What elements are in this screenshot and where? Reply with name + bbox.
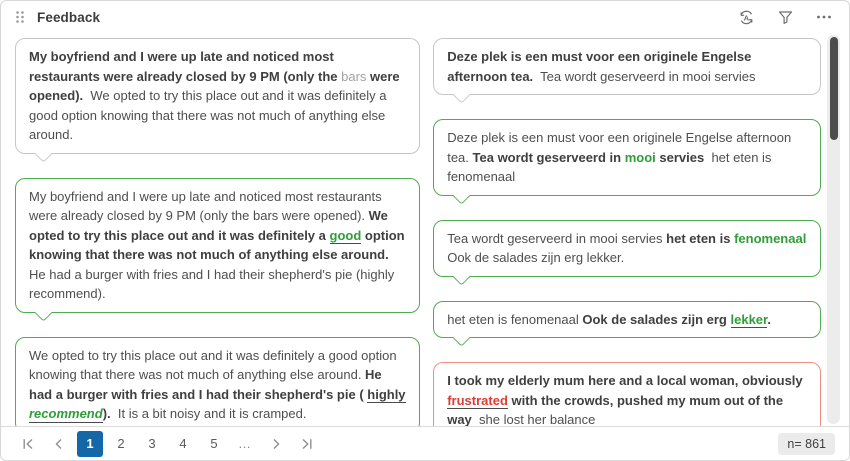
result-count-badge: n= 861 <box>778 432 835 455</box>
feedback-content: My boyfriend and I were up late and noti… <box>1 33 849 426</box>
text-segment: frustrated <box>447 392 508 409</box>
text-segment: Tea wordt geserveerd in mooi servies <box>447 230 667 246</box>
text-segment: It is a bit noisy and it is cramped. <box>110 406 307 421</box>
page-button-4[interactable]: 4 <box>170 431 196 457</box>
feedback-card[interactable]: We opted to try this place out and it wa… <box>15 336 421 426</box>
page-button-5[interactable]: 5 <box>201 431 227 457</box>
page-button-3[interactable]: 3 <box>139 431 165 457</box>
pagination-bar: 1 2 3 4 5… n= 861 <box>1 426 849 460</box>
text-segment: We opted to try this place out and it wa… <box>29 347 397 383</box>
text-segment: He had a burger with fries and I had the… <box>29 247 395 302</box>
text-segment: servies <box>655 149 705 165</box>
last-page-button[interactable] <box>294 431 320 457</box>
text-segment: Ook de salades zijn erg lekker. <box>447 250 625 265</box>
text-segment: were opened). <box>29 68 400 104</box>
first-page-icon <box>23 438 33 449</box>
text-segment: Deze plek is een must voor een originele… <box>447 130 792 165</box>
drag-handle-icon[interactable] <box>15 10 27 24</box>
feedback-card[interactable]: Deze plek is een must voor een originele… <box>433 119 821 196</box>
text-segment: Ook de salades zijn erg <box>582 311 731 327</box>
text-segment: with the crowds, pushed my mum out of th… <box>447 392 784 427</box>
scrollbar-track[interactable] <box>827 35 840 424</box>
text-segment: Tea wordt geserveerd in mooi servies <box>533 68 756 84</box>
text-segment: He had a burger with fries and I had the… <box>29 367 382 402</box>
page-button-1[interactable]: 1 <box>77 430 103 457</box>
text-segment: het eten is fenomenaal <box>447 311 583 327</box>
last-page-icon <box>302 438 312 449</box>
feedback-column-left: My boyfriend and I were up late and noti… <box>15 38 421 426</box>
feedback-card[interactable]: het eten is fenomenaal Ook de salades zi… <box>433 300 821 338</box>
first-page-button[interactable] <box>15 431 41 457</box>
svg-text:A: A <box>743 13 749 22</box>
text-segment: het eten is fenomenaal <box>447 149 772 185</box>
text-segment: We opted to try this place out and it wa… <box>29 88 387 142</box>
text-segment: recommend <box>29 406 103 423</box>
chevron-right-icon <box>273 438 280 449</box>
text-segment: fenomenaal <box>734 230 807 246</box>
feedback-card[interactable]: Tea wordt geserveerd in mooi servies het… <box>433 219 821 277</box>
widget-title: Feedback <box>37 9 101 25</box>
text-segment: good <box>329 227 362 244</box>
text-segment: het eten is <box>666 230 735 246</box>
more-options-icon[interactable] <box>815 8 833 26</box>
feedback-card[interactable]: Deze plek is een must voor een originele… <box>433 38 821 95</box>
text-segment: My boyfriend and I were up late and noti… <box>29 49 342 84</box>
text-segment: option knowing that there was not much o… <box>29 227 405 263</box>
text-segment: mooi <box>624 149 656 165</box>
feedback-column-right: Deze plek is een must voor een originele… <box>433 38 821 426</box>
filter-icon[interactable] <box>776 8 794 26</box>
next-page-button[interactable] <box>263 431 289 457</box>
text-segment: highly <box>367 386 406 403</box>
text-segment: Deze plek is een must voor een originele… <box>447 49 752 84</box>
text-segment: . <box>767 311 771 327</box>
page-ellipsis-button[interactable]: … <box>232 431 258 457</box>
text-segment: We opted to try this place out and it wa… <box>29 208 388 243</box>
previous-page-button[interactable] <box>46 431 72 457</box>
text-segment: ). <box>102 406 111 421</box>
text-segment: lekker <box>730 311 768 328</box>
text-segment: she lost her balance <box>471 412 596 426</box>
feedback-card[interactable]: My boyfriend and I were up late and noti… <box>15 177 421 313</box>
translate-icon[interactable]: A <box>737 8 755 26</box>
text-segment: bars <box>341 68 367 84</box>
text-segment: I took my elderly mum here and a local w… <box>447 373 803 388</box>
chevron-left-icon <box>55 438 62 449</box>
scrollbar-thumb[interactable] <box>829 37 838 140</box>
widget-header: Feedback A <box>1 1 849 33</box>
text-segment: My boyfriend and I were up late and noti… <box>29 188 382 224</box>
feedback-card[interactable]: I took my elderly mum here and a local w… <box>433 362 821 426</box>
page-button-2[interactable]: 2 <box>108 431 134 457</box>
feedback-card[interactable]: My boyfriend and I were up late and noti… <box>15 38 421 154</box>
text-segment: Tea wordt geserveerd in <box>472 149 625 165</box>
